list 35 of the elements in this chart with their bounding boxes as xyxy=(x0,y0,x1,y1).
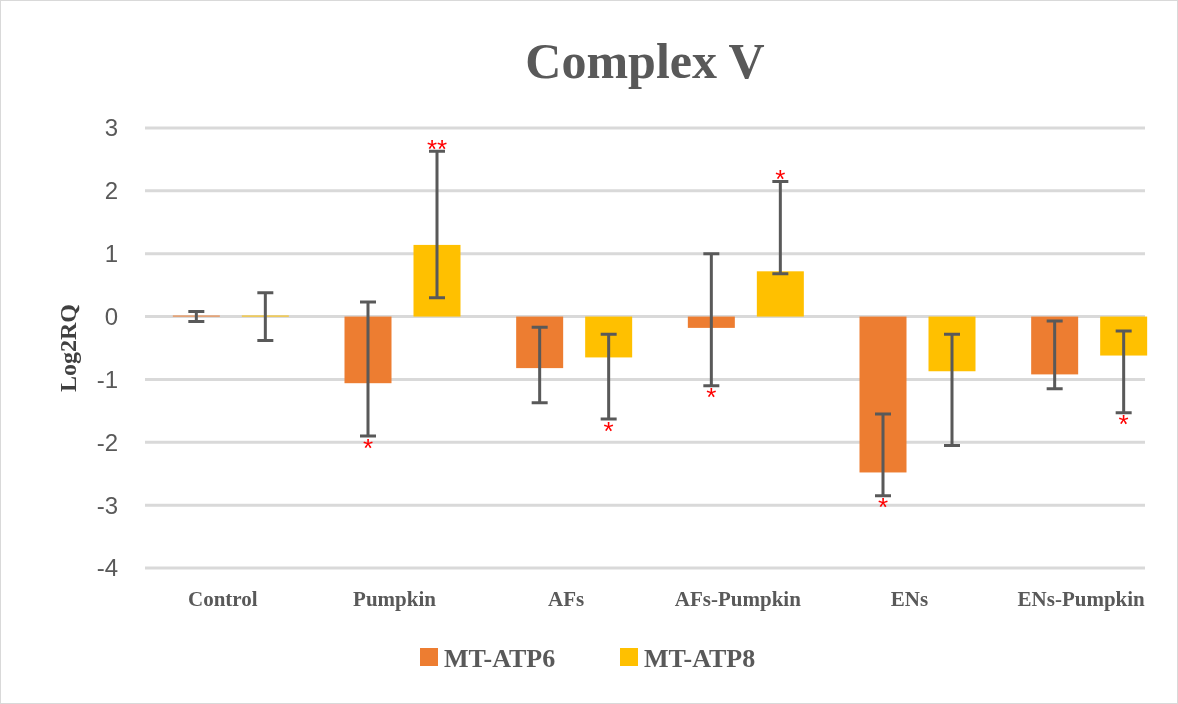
y-tick-label: -4 xyxy=(96,554,118,582)
bar xyxy=(344,316,392,384)
data-label: * xyxy=(1118,409,1129,440)
legend-label: MT-ATP6 xyxy=(444,644,556,674)
y-axis-title: Log2RQ xyxy=(55,303,81,393)
bar xyxy=(928,316,976,372)
x-tick-label: Pumpkin xyxy=(353,587,437,611)
y-tick-label: 2 xyxy=(104,177,118,205)
data-label: * xyxy=(603,415,614,446)
y-tick-label: 1 xyxy=(104,240,118,268)
data-label: * xyxy=(706,382,717,413)
y-tick-label: 0 xyxy=(104,302,118,330)
x-tick-label: AFs xyxy=(548,587,585,611)
x-tick-label: ENs xyxy=(890,587,929,611)
bar xyxy=(516,316,564,369)
y-tick-label: -3 xyxy=(96,491,118,519)
y-tick-label: -2 xyxy=(96,428,118,456)
data-label: * xyxy=(877,492,889,523)
y-tick-label: -1 xyxy=(96,365,118,393)
x-tick-label: ENs-Pumpkin xyxy=(1017,587,1146,611)
bar xyxy=(1100,316,1148,356)
legend-label: MT-ATP8 xyxy=(644,644,756,674)
data-label: ** xyxy=(426,134,448,165)
x-tick-label: AFs-Pumpkin xyxy=(674,587,802,611)
bar xyxy=(756,271,804,317)
bar xyxy=(585,316,633,358)
bar xyxy=(687,316,735,328)
y-tick-label: 3 xyxy=(104,114,118,142)
bar xyxy=(1031,316,1079,375)
data-label: * xyxy=(362,432,374,463)
data-label: * xyxy=(775,164,786,195)
bar xyxy=(413,244,461,317)
x-tick-label: Control xyxy=(188,587,258,611)
bar xyxy=(859,316,907,473)
chart-title: Complex V xyxy=(525,33,765,89)
